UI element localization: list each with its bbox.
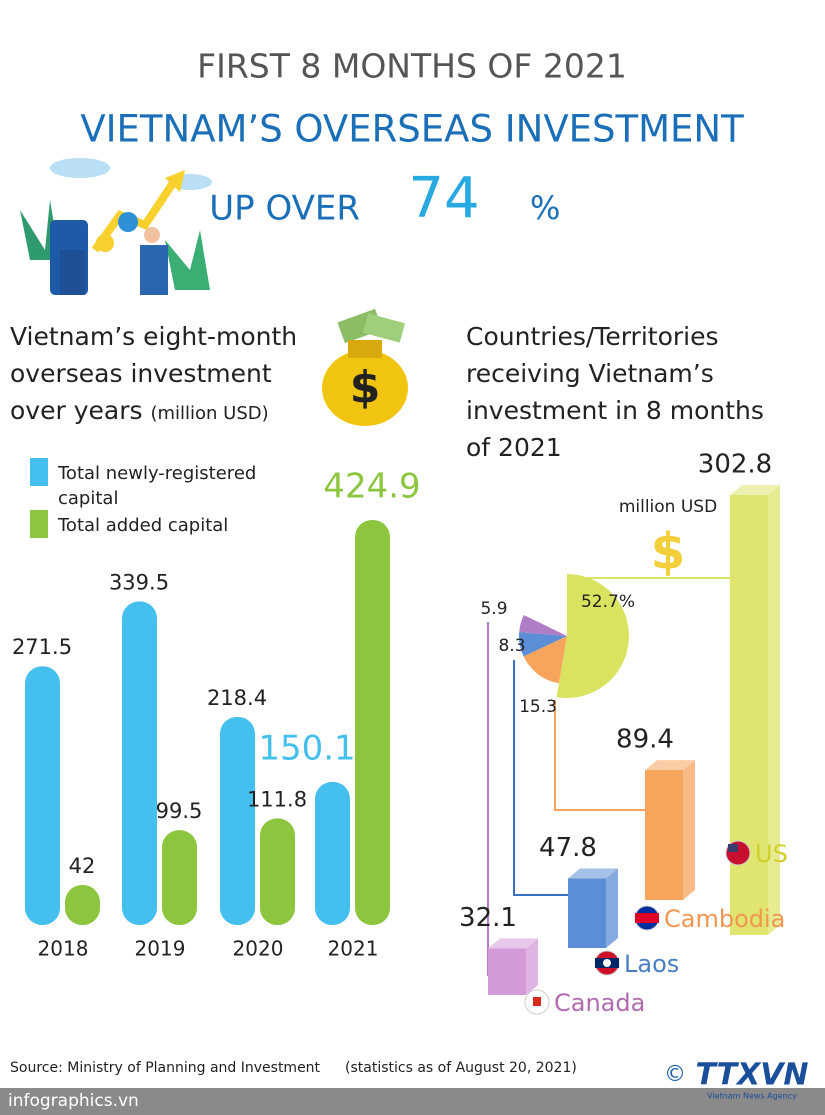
legend-swatch <box>30 458 48 486</box>
title-text: Vietnam’s eight-month overseas investmen… <box>10 322 298 425</box>
value-label: 32.1 <box>459 903 517 933</box>
value-label: 339.5 <box>109 570 169 594</box>
pie-slice <box>519 615 567 636</box>
copyright: © <box>664 1062 686 1087</box>
footer: infographics.vn <box>8 1091 139 1111</box>
value-label: 5.9 <box>480 599 507 619</box>
svg-text:$: $ <box>350 362 381 413</box>
pie-slice <box>556 574 629 698</box>
category-label: US <box>755 840 788 868</box>
bar-side <box>683 760 695 900</box>
kicker: FIRST 8 MONTHS OF 2021 <box>197 47 627 86</box>
flag-leaf <box>533 997 541 1006</box>
value-label: 218.4 <box>207 686 267 710</box>
value-label: 424.9 <box>323 467 420 507</box>
source-note: (statistics as of August 20, 2021) <box>345 1060 577 1076</box>
legend-label: Total newly-registered capital <box>58 463 257 509</box>
x-tick-label: 2018 <box>38 937 89 961</box>
bar <box>645 770 683 900</box>
unit-label: million USD <box>619 497 717 517</box>
category-label: Canada <box>554 989 645 1017</box>
legend-label: Total added capital <box>58 515 229 536</box>
bar <box>162 830 197 925</box>
logo: TTXVN <box>695 1058 808 1093</box>
value-label: 42 <box>69 854 96 878</box>
value-label: 271.5 <box>12 635 72 659</box>
title: VIETNAM’S OVERSEAS INVESTMENT <box>80 108 744 151</box>
pie-slice <box>523 636 567 684</box>
footer-band <box>0 1088 825 1115</box>
value-label: 8.3 <box>498 636 525 656</box>
x-tick-label: 2021 <box>328 937 379 961</box>
country-chart-title: Countries/Territories receiving Vietnam’… <box>466 322 764 462</box>
legend-swatch <box>30 510 48 538</box>
bar-side <box>526 938 538 995</box>
bar <box>220 716 255 925</box>
category-label: Laos <box>624 950 679 978</box>
bar <box>355 520 390 925</box>
bar-side <box>606 868 618 948</box>
bar <box>65 884 100 925</box>
bar-chart-title: Vietnam’s eight-month overseas investmen… <box>10 318 315 432</box>
flag-canton <box>728 844 738 852</box>
value-label: 150.1 <box>258 728 355 768</box>
value-label: 99.5 <box>156 799 203 823</box>
logo-sub: Vietnam News Agency <box>707 1092 797 1101</box>
x-tick-label: 2019 <box>135 937 186 961</box>
unit: (million USD) <box>150 403 269 424</box>
bar <box>260 818 295 925</box>
value-label: 15.3 <box>519 697 557 717</box>
bar <box>25 666 60 925</box>
value-label: 47.8 <box>539 833 597 863</box>
flag-band <box>635 913 659 923</box>
value-label: 302.8 <box>698 450 772 480</box>
bar-top <box>730 485 780 495</box>
headline-value: 74 <box>408 166 479 231</box>
bar <box>730 495 768 935</box>
bar-side <box>768 485 780 935</box>
bar <box>568 878 606 948</box>
money-bag: $ <box>322 308 408 426</box>
pie-slice <box>519 632 567 657</box>
bar-top <box>568 868 618 879</box>
x-tick-label: 2020 <box>233 937 284 961</box>
headline-prefix: UP OVER <box>209 189 360 229</box>
category-label: Cambodia <box>664 905 785 933</box>
value-label: 111.8 <box>247 787 307 811</box>
value-label: 52.7% <box>581 592 635 612</box>
bar <box>488 948 526 995</box>
value-label: 89.4 <box>616 725 674 755</box>
source: Source: Ministry of Planning and Investm… <box>10 1060 321 1076</box>
bar-top <box>645 760 695 771</box>
illustration <box>20 158 212 295</box>
dollar-icon: $ <box>651 523 686 581</box>
headline-unit: % <box>530 189 560 227</box>
bar-top <box>488 938 538 949</box>
flag-dot <box>603 959 611 967</box>
bar <box>122 601 157 925</box>
bar <box>315 781 350 925</box>
